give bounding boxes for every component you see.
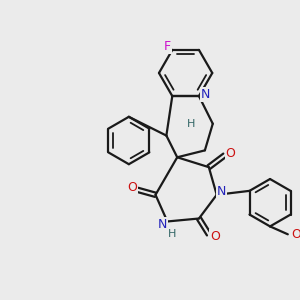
Text: O: O [291,228,300,241]
Text: O: O [210,230,220,243]
Text: O: O [226,147,236,160]
Text: F: F [164,40,171,53]
Text: N: N [217,185,226,198]
Text: H: H [168,229,176,239]
Text: N: N [201,88,211,100]
Text: N: N [158,218,167,231]
Text: O: O [127,182,137,194]
Text: H: H [187,119,195,129]
